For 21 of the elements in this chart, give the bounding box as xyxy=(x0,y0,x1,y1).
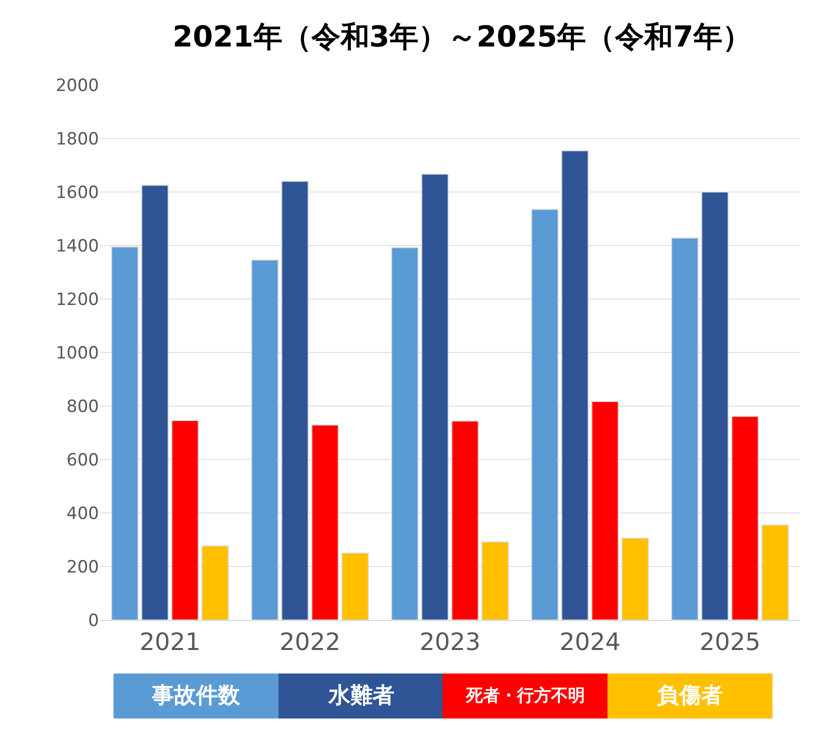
text: 死者・行方不明 xyxy=(465,686,585,706)
y-tick-label: 600 xyxy=(66,450,99,470)
y-tick-label: 400 xyxy=(66,504,99,524)
y-tick-label: 1400 xyxy=(56,236,99,256)
x-tick-label: 2024 xyxy=(559,628,621,656)
chart-title: 2021年（令和3年）～2025年（令和7年） xyxy=(172,20,752,54)
text: 水難者 xyxy=(328,684,394,708)
x-tick-label: 2021 xyxy=(139,628,201,656)
x-tick-label: 2023 xyxy=(419,628,481,656)
text: 事故件数 xyxy=(151,684,241,708)
text: 負傷者 xyxy=(657,684,723,708)
x-tick-label: 2022 xyxy=(279,628,341,656)
x-tick-label: 2025 xyxy=(699,628,761,656)
y-tick-label: 0 xyxy=(88,610,99,631)
y-tick-label: 1000 xyxy=(56,343,99,364)
y-tick-label: 1800 xyxy=(56,129,99,150)
y-tick-label: 200 xyxy=(66,557,99,578)
y-tick-label: 1600 xyxy=(56,182,99,203)
y-tick-label: 1200 xyxy=(56,290,99,310)
y-tick-label: 2000 xyxy=(56,76,99,96)
y-tick-label: 800 xyxy=(66,396,99,417)
